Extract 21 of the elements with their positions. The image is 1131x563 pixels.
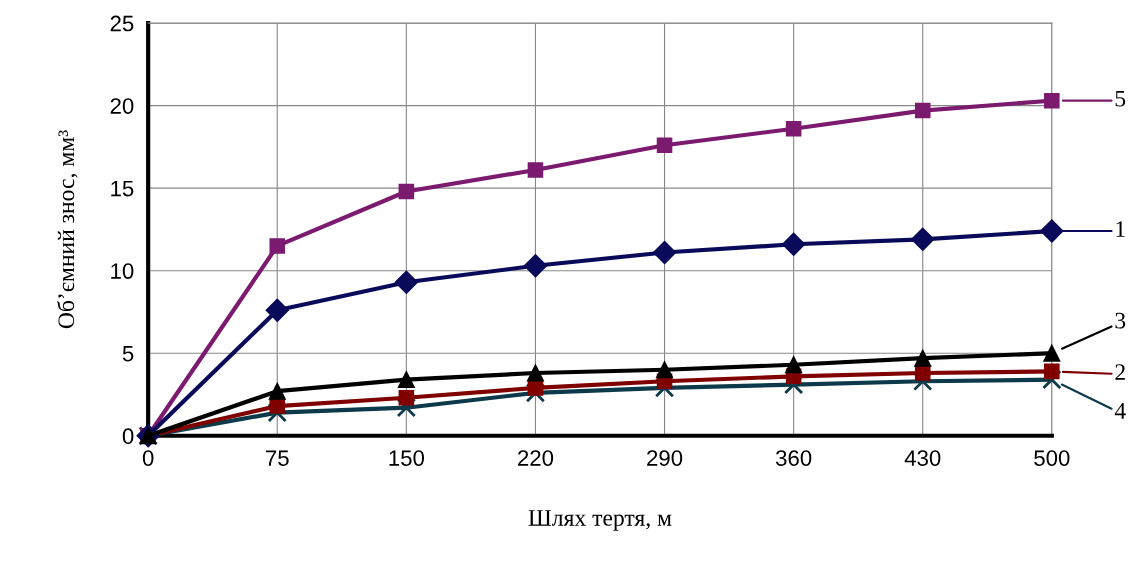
y-tick-label: 15 — [111, 180, 134, 197]
x-axis-title: Шлях тертя, м — [528, 510, 672, 531]
y-tick-label: 10 — [111, 263, 134, 279]
y-tick-label: 5 — [122, 345, 134, 362]
x-tick-label: 290 — [647, 450, 683, 466]
y-tick-label: 20 — [110, 98, 134, 114]
text: 3 — [1115, 312, 1126, 329]
x-tick-label: 150 — [389, 450, 425, 466]
legend-label: 4 — [1114, 403, 1126, 419]
y-tick-label: 0 — [122, 428, 134, 445]
x-tick-label: 500 — [1034, 450, 1070, 466]
x-tick-label: 220 — [518, 450, 554, 466]
x-tick-label: 0 — [142, 450, 154, 466]
y-axis-title: Об’ємний знос, мм³ — [57, 130, 78, 329]
legend-label: 5 — [1115, 90, 1126, 107]
legend-label: 2 — [1115, 364, 1125, 380]
y-tick-label: 25 — [110, 15, 134, 32]
x-tick-label: 75 — [266, 450, 289, 466]
x-tick-label: 360 — [775, 450, 812, 466]
x-tick-label: 430 — [904, 450, 941, 466]
legend-label: 1 — [1116, 221, 1125, 237]
